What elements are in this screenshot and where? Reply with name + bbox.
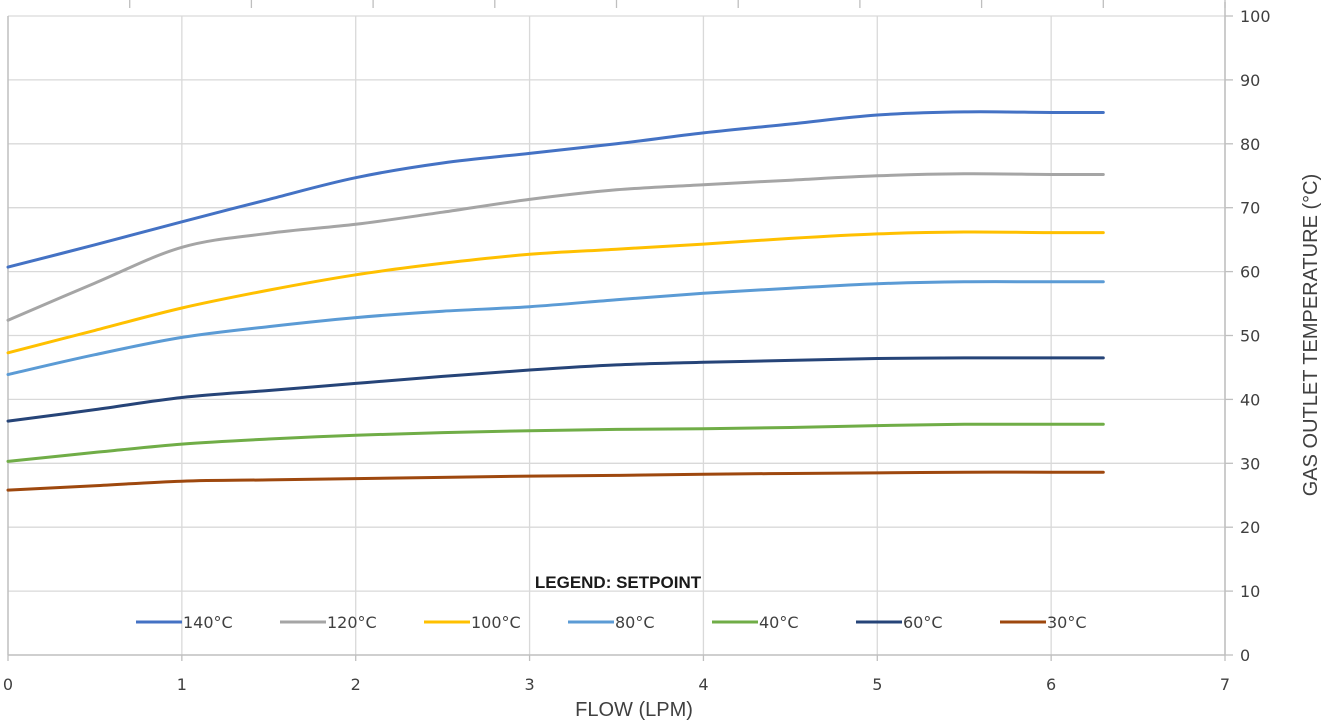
legend-label: 140°C — [183, 613, 233, 632]
x-tick-label: 3 — [524, 675, 534, 694]
y-tick-label: 30 — [1240, 454, 1260, 473]
series-line — [6, 422, 1105, 463]
series-line — [6, 230, 1105, 355]
x-tick-label: 6 — [1046, 675, 1056, 694]
y-tick-label: 50 — [1240, 327, 1260, 346]
legend-label: 100°C — [471, 613, 521, 632]
y-tick-label: 100 — [1240, 7, 1271, 26]
x-tick-label: 5 — [872, 675, 882, 694]
gridlines — [7, 0, 1233, 661]
legend-label: 60°C — [903, 613, 943, 632]
y-tick-label: 40 — [1240, 390, 1260, 409]
y-tick-label: 90 — [1240, 71, 1260, 90]
y-axis-title: GAS OUTLET TEMPERATURE (°C) — [1300, 174, 1322, 496]
x-tick-label: 4 — [698, 675, 708, 694]
x-tick-label: 1 — [177, 675, 187, 694]
legend-label: 30°C — [1047, 613, 1087, 632]
legend-title: LEGEND: SETPOINT — [535, 573, 702, 592]
x-axis-title: FLOW (LPM) — [575, 699, 693, 721]
series-lines — [6, 110, 1105, 492]
x-tick-label: 7 — [1220, 675, 1230, 694]
series-line — [6, 356, 1105, 423]
legend-label: 80°C — [615, 613, 655, 632]
y-tick-label: 80 — [1240, 135, 1260, 154]
legend: 140°C 120°C 100°C 80°C 40°C 60°C 30°C — [136, 613, 1087, 632]
series-line — [6, 280, 1105, 376]
y-tick-label: 70 — [1240, 199, 1260, 218]
x-tick-label: 2 — [351, 675, 361, 694]
y-tick-label: 60 — [1240, 263, 1260, 282]
series-line — [6, 172, 1105, 322]
series-line — [6, 470, 1105, 492]
x-tick-label: 0 — [3, 675, 13, 694]
y-tick-label: 0 — [1240, 646, 1250, 665]
legend-label: 40°C — [759, 613, 799, 632]
y-tick-label: 20 — [1240, 518, 1260, 537]
y-tick-label: 10 — [1240, 582, 1260, 601]
legend-label: 120°C — [327, 613, 377, 632]
series-line — [6, 110, 1105, 269]
